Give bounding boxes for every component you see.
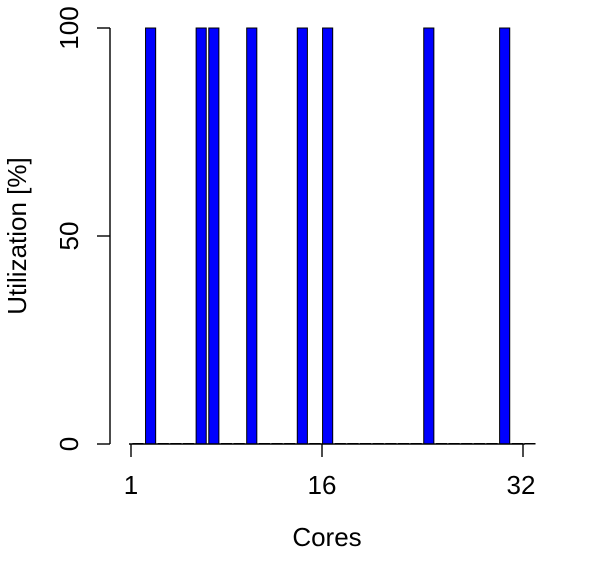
- bar-core-32: [524, 443, 536, 445]
- y-tick-label-0: 0: [54, 437, 84, 451]
- y-axis-title: Utilization [%]: [2, 157, 32, 315]
- bar-core-10: [246, 27, 258, 445]
- bar-core-16: [322, 27, 334, 445]
- y-tick-label-100: 100: [54, 6, 84, 49]
- bar-core-24: [423, 27, 435, 445]
- bars-group: [132, 27, 536, 445]
- bar-core-14: [296, 27, 308, 445]
- bar-core-2: [145, 27, 157, 445]
- bar-core-7: [208, 27, 220, 445]
- x-axis-title: Cores: [292, 522, 361, 552]
- x-tick-label-1: 1: [124, 470, 138, 500]
- x-tick-label-16: 16: [308, 470, 337, 500]
- bar-core-30: [499, 27, 511, 445]
- x-tick-label-32: 32: [507, 470, 536, 500]
- y-tick-label-50: 50: [54, 222, 84, 251]
- bar-core-6: [195, 27, 207, 445]
